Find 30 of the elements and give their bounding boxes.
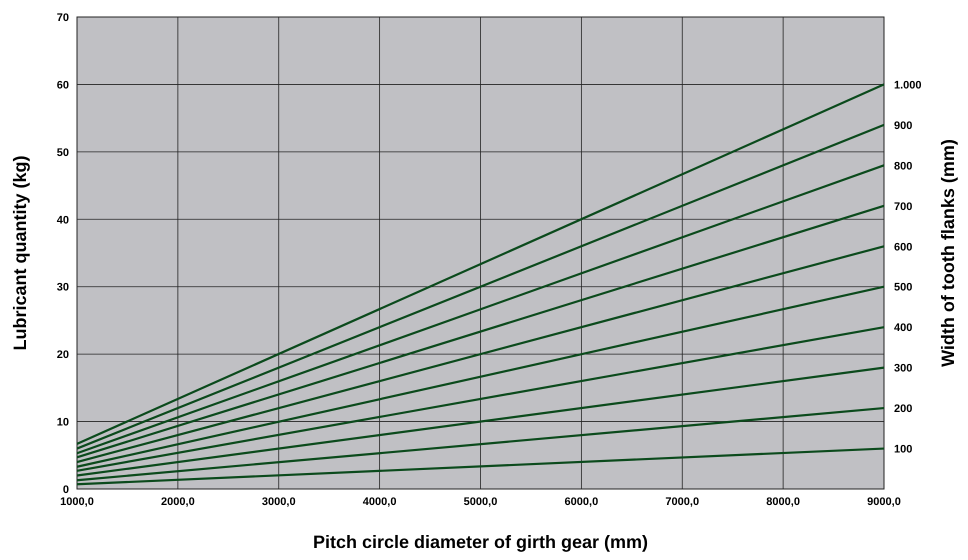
- series-label: 500: [894, 282, 912, 294]
- series-label: 700: [894, 200, 912, 213]
- series-label: 900: [894, 120, 912, 132]
- x-tick-label: 2000,0: [161, 496, 195, 508]
- x-tick-label: 9000,0: [867, 496, 901, 508]
- y-tick-label: 20: [56, 349, 69, 362]
- x-axis-title: Pitch circle diameter of girth gear (mm): [312, 532, 648, 552]
- y-tick-label: 50: [56, 146, 69, 159]
- x-tick-label: 3000,0: [262, 496, 296, 508]
- x-tick-label: 1000,0: [60, 496, 94, 508]
- x-tick-label: 5000,0: [464, 496, 498, 508]
- x-tick-label: 6000,0: [564, 496, 598, 508]
- series-label: 1.000: [894, 79, 922, 92]
- y-tick-label: 30: [56, 282, 69, 294]
- x-tick-label: 8000,0: [766, 496, 800, 508]
- series-label: 300: [894, 362, 912, 375]
- y-axis-title: Lubricant quantity (kg): [10, 156, 30, 350]
- y-tick-label: 10: [56, 416, 69, 429]
- y-tick-label: 60: [56, 79, 69, 92]
- x-tick-label: 7000,0: [665, 496, 700, 508]
- x-tick-label: 4000,0: [362, 496, 396, 508]
- series-label: 600: [894, 241, 912, 254]
- y-tick-label: 40: [56, 214, 69, 226]
- series-label: 200: [894, 403, 912, 416]
- series-label: 400: [894, 322, 912, 334]
- series-label: 800: [894, 160, 912, 172]
- y-tick-label: 70: [56, 12, 69, 24]
- series-label: 100: [894, 444, 912, 456]
- y2-axis-title: Width of tooth flanks (mm): [938, 139, 958, 367]
- y-tick-label: 0: [62, 484, 69, 496]
